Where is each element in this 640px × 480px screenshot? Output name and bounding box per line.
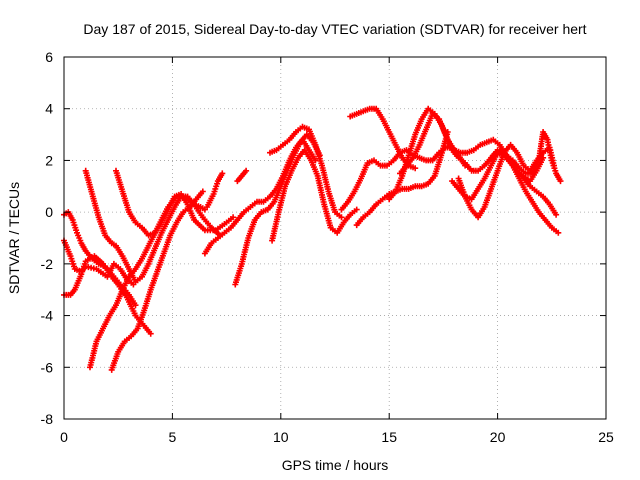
y-tick-label: 2 (45, 152, 53, 168)
y-tick-label: -4 (41, 308, 54, 324)
x-tick-label: 15 (381, 429, 397, 445)
series-markers (108, 188, 206, 373)
series-markers (269, 147, 360, 244)
data-series-arc-9 (204, 170, 226, 210)
data-series-arc-12 (234, 167, 250, 185)
tick-layer: 0 5 10 15 20 25 -8 -6 -4 -2 0 2 4 6 (41, 49, 614, 445)
series-markers (267, 123, 345, 221)
x-tick-label: 20 (490, 429, 506, 445)
y-tick-label: 6 (45, 49, 53, 65)
data-series-arc-11 (269, 147, 360, 244)
series-markers (87, 193, 224, 371)
y-tick-label: -2 (41, 256, 54, 272)
data-series-arc-6 (87, 193, 224, 371)
y-tick-label: 0 (45, 204, 53, 220)
series-layer (61, 105, 564, 373)
y-axis-label: SDTVAR / TECUs (6, 182, 22, 294)
series-line (88, 195, 222, 369)
x-axis-label: GPS time / hours (282, 457, 389, 473)
series-markers (490, 129, 564, 185)
grid-layer (64, 57, 606, 419)
data-series-arc-13 (267, 123, 345, 221)
y-tick-label: -6 (41, 359, 54, 375)
x-tick-label: 25 (598, 429, 614, 445)
y-tick-label: -8 (41, 411, 54, 427)
series-markers (234, 167, 250, 185)
chart-title: Day 187 of 2015, Sidereal Day-to-day VTE… (83, 21, 586, 37)
series-markers (204, 170, 226, 210)
y-tick-label: 4 (45, 101, 53, 117)
data-series-arc-7 (108, 188, 206, 373)
x-tick-label: 10 (273, 429, 289, 445)
plot-frame (63, 56, 607, 420)
data-series-arc-21 (490, 129, 564, 185)
x-tick-label: 0 (60, 429, 68, 445)
x-tick-label: 5 (169, 429, 177, 445)
